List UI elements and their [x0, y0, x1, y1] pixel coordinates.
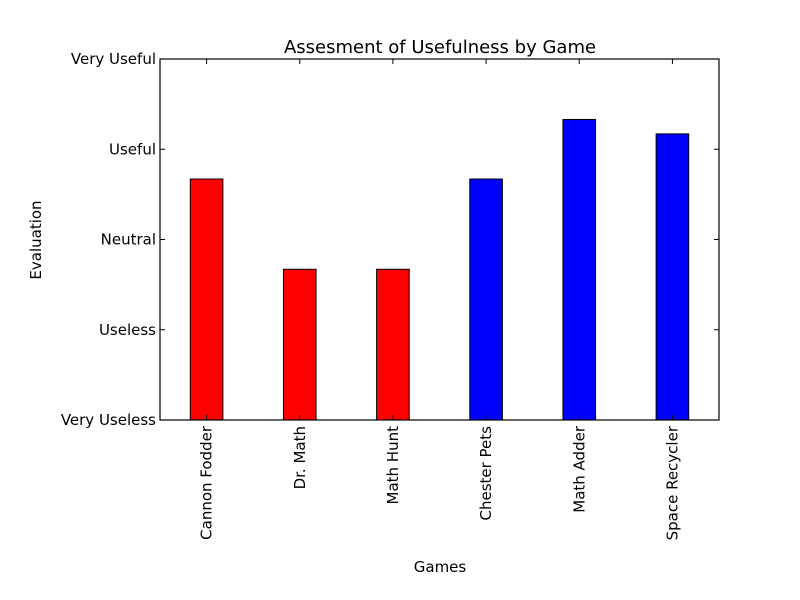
y-tick-label: Useless	[99, 321, 156, 339]
y-axis-label: Evaluation	[27, 200, 45, 279]
x-tick-label: Cannon Fodder	[198, 425, 216, 540]
x-tick-label: Chester Pets	[477, 426, 495, 521]
x-axis: Cannon Fodder Dr. Math Math Hunt Chester Pe…	[198, 59, 681, 540]
chart-title: Assesment of Usefulness by Game	[284, 37, 596, 58]
plot-frame	[159, 58, 720, 421]
x-axis-label: Games	[414, 558, 467, 576]
bar-math-hunt	[376, 268, 410, 421]
bars-group	[189, 118, 690, 421]
y-tick-label: Very Useless	[61, 411, 156, 429]
bar-space-recycler	[655, 133, 690, 421]
bar-cannon-fodder	[189, 178, 224, 421]
x-tick-label: Dr. Math	[291, 426, 309, 489]
x-tick-label: Space Recycler	[663, 425, 681, 540]
y-axis: Very Useless Useless Neutral Useful Very Use…	[61, 50, 719, 429]
x-tick-label: Math Adder	[570, 425, 588, 513]
bar-math-adder	[562, 118, 597, 421]
y-tick-label: Very Useful	[71, 50, 156, 68]
bar-dr-math	[282, 268, 317, 421]
y-tick-label: Useful	[109, 140, 156, 158]
x-tick-label: Math Hunt	[384, 426, 402, 505]
y-tick-label: Neutral	[101, 231, 156, 249]
bar-chester-pets	[469, 178, 503, 421]
